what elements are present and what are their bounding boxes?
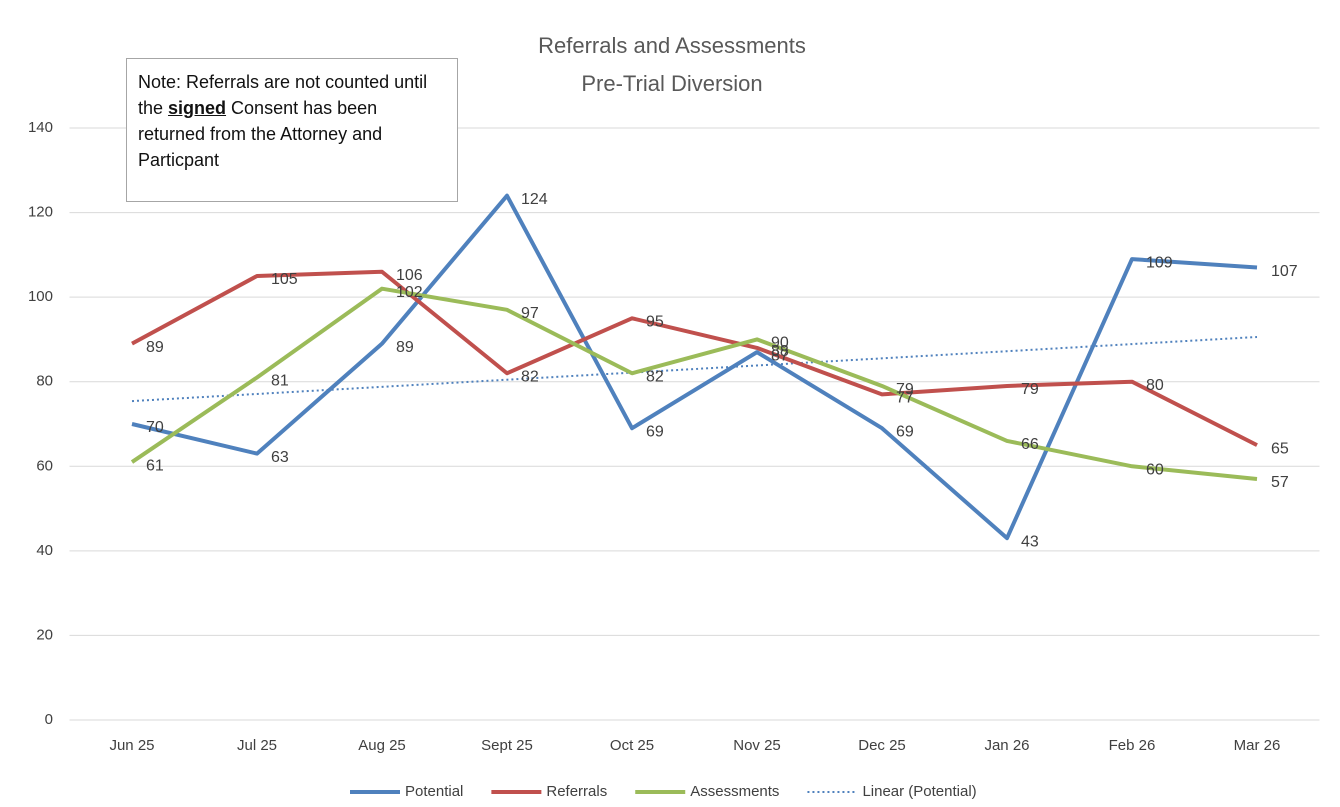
data-label: 65 [1271,440,1289,457]
annotation: Note: Referrals are not counted until th… [126,58,458,202]
legend-label: Referrals [546,783,607,800]
data-label: 77 [896,390,914,407]
y-tick-label: 0 [45,711,53,728]
data-label: 69 [896,423,914,440]
annotation-text: Note: Referrals are not counted until th… [138,72,428,118]
data-label: 69 [646,423,664,440]
data-label: 57 [1271,474,1289,491]
series-line [131,193,1258,541]
annotation-emphasis: signed [168,98,227,118]
data-label: 82 [646,368,664,385]
series-line [130,286,1258,481]
legend-label: Potential [405,783,463,800]
y-tick-label: 140 [28,119,53,136]
y-tick-label: 100 [28,288,53,305]
data-label: 82 [521,368,539,385]
data-label: 107 [1271,263,1298,280]
x-tick-label: Jan 26 [984,737,1029,754]
data-label: 79 [1021,381,1039,398]
data-label: 95 [646,314,664,331]
data-label: 106 [396,267,423,284]
chart-subtitle: Pre-Trial Diversion [581,71,762,96]
data-label: 80 [1146,377,1164,394]
x-tick-label: Jun 25 [109,737,154,754]
data-label: 102 [396,284,423,301]
y-tick-label: 120 [28,204,53,221]
x-tick-label: Oct 25 [610,737,654,754]
data-label: 66 [1021,436,1039,453]
data-label: 88 [771,343,789,360]
x-tick-label: Mar 26 [1234,737,1281,754]
x-tick-label: Sept 25 [481,737,533,754]
data-label: 70 [146,419,164,436]
data-label: 109 [1146,254,1173,271]
x-tick-label: Dec 25 [858,737,906,754]
series-line [131,269,1258,447]
data-label: 124 [521,191,548,208]
y-tick-label: 20 [36,626,53,643]
x-tick-label: Feb 26 [1109,737,1156,754]
data-label: 89 [396,339,414,356]
data-label: 87 [771,347,789,364]
y-tick-label: 80 [36,373,53,390]
annotation-text: Consent has been returned from the Attor… [138,98,383,170]
y-tick-label: 40 [36,542,53,559]
chart-title: Referrals and Assessments [538,33,806,58]
legend-label: Assessments [690,783,779,800]
data-label: 89 [146,339,164,356]
data-label: 61 [146,457,164,474]
legend-label: Linear (Potential) [862,783,976,800]
data-label: 81 [271,373,289,390]
data-label: 43 [1021,533,1039,550]
data-label: 79 [896,381,914,398]
data-label: 90 [771,335,789,352]
x-tick-label: Nov 25 [733,737,781,754]
data-label: 60 [1146,462,1164,479]
x-tick-label: Jul 25 [237,737,277,754]
y-tick-label: 60 [36,457,53,474]
data-label: 105 [271,271,298,288]
data-label: 97 [521,305,539,322]
data-label: 63 [271,449,289,466]
x-tick-label: Aug 25 [358,737,406,754]
